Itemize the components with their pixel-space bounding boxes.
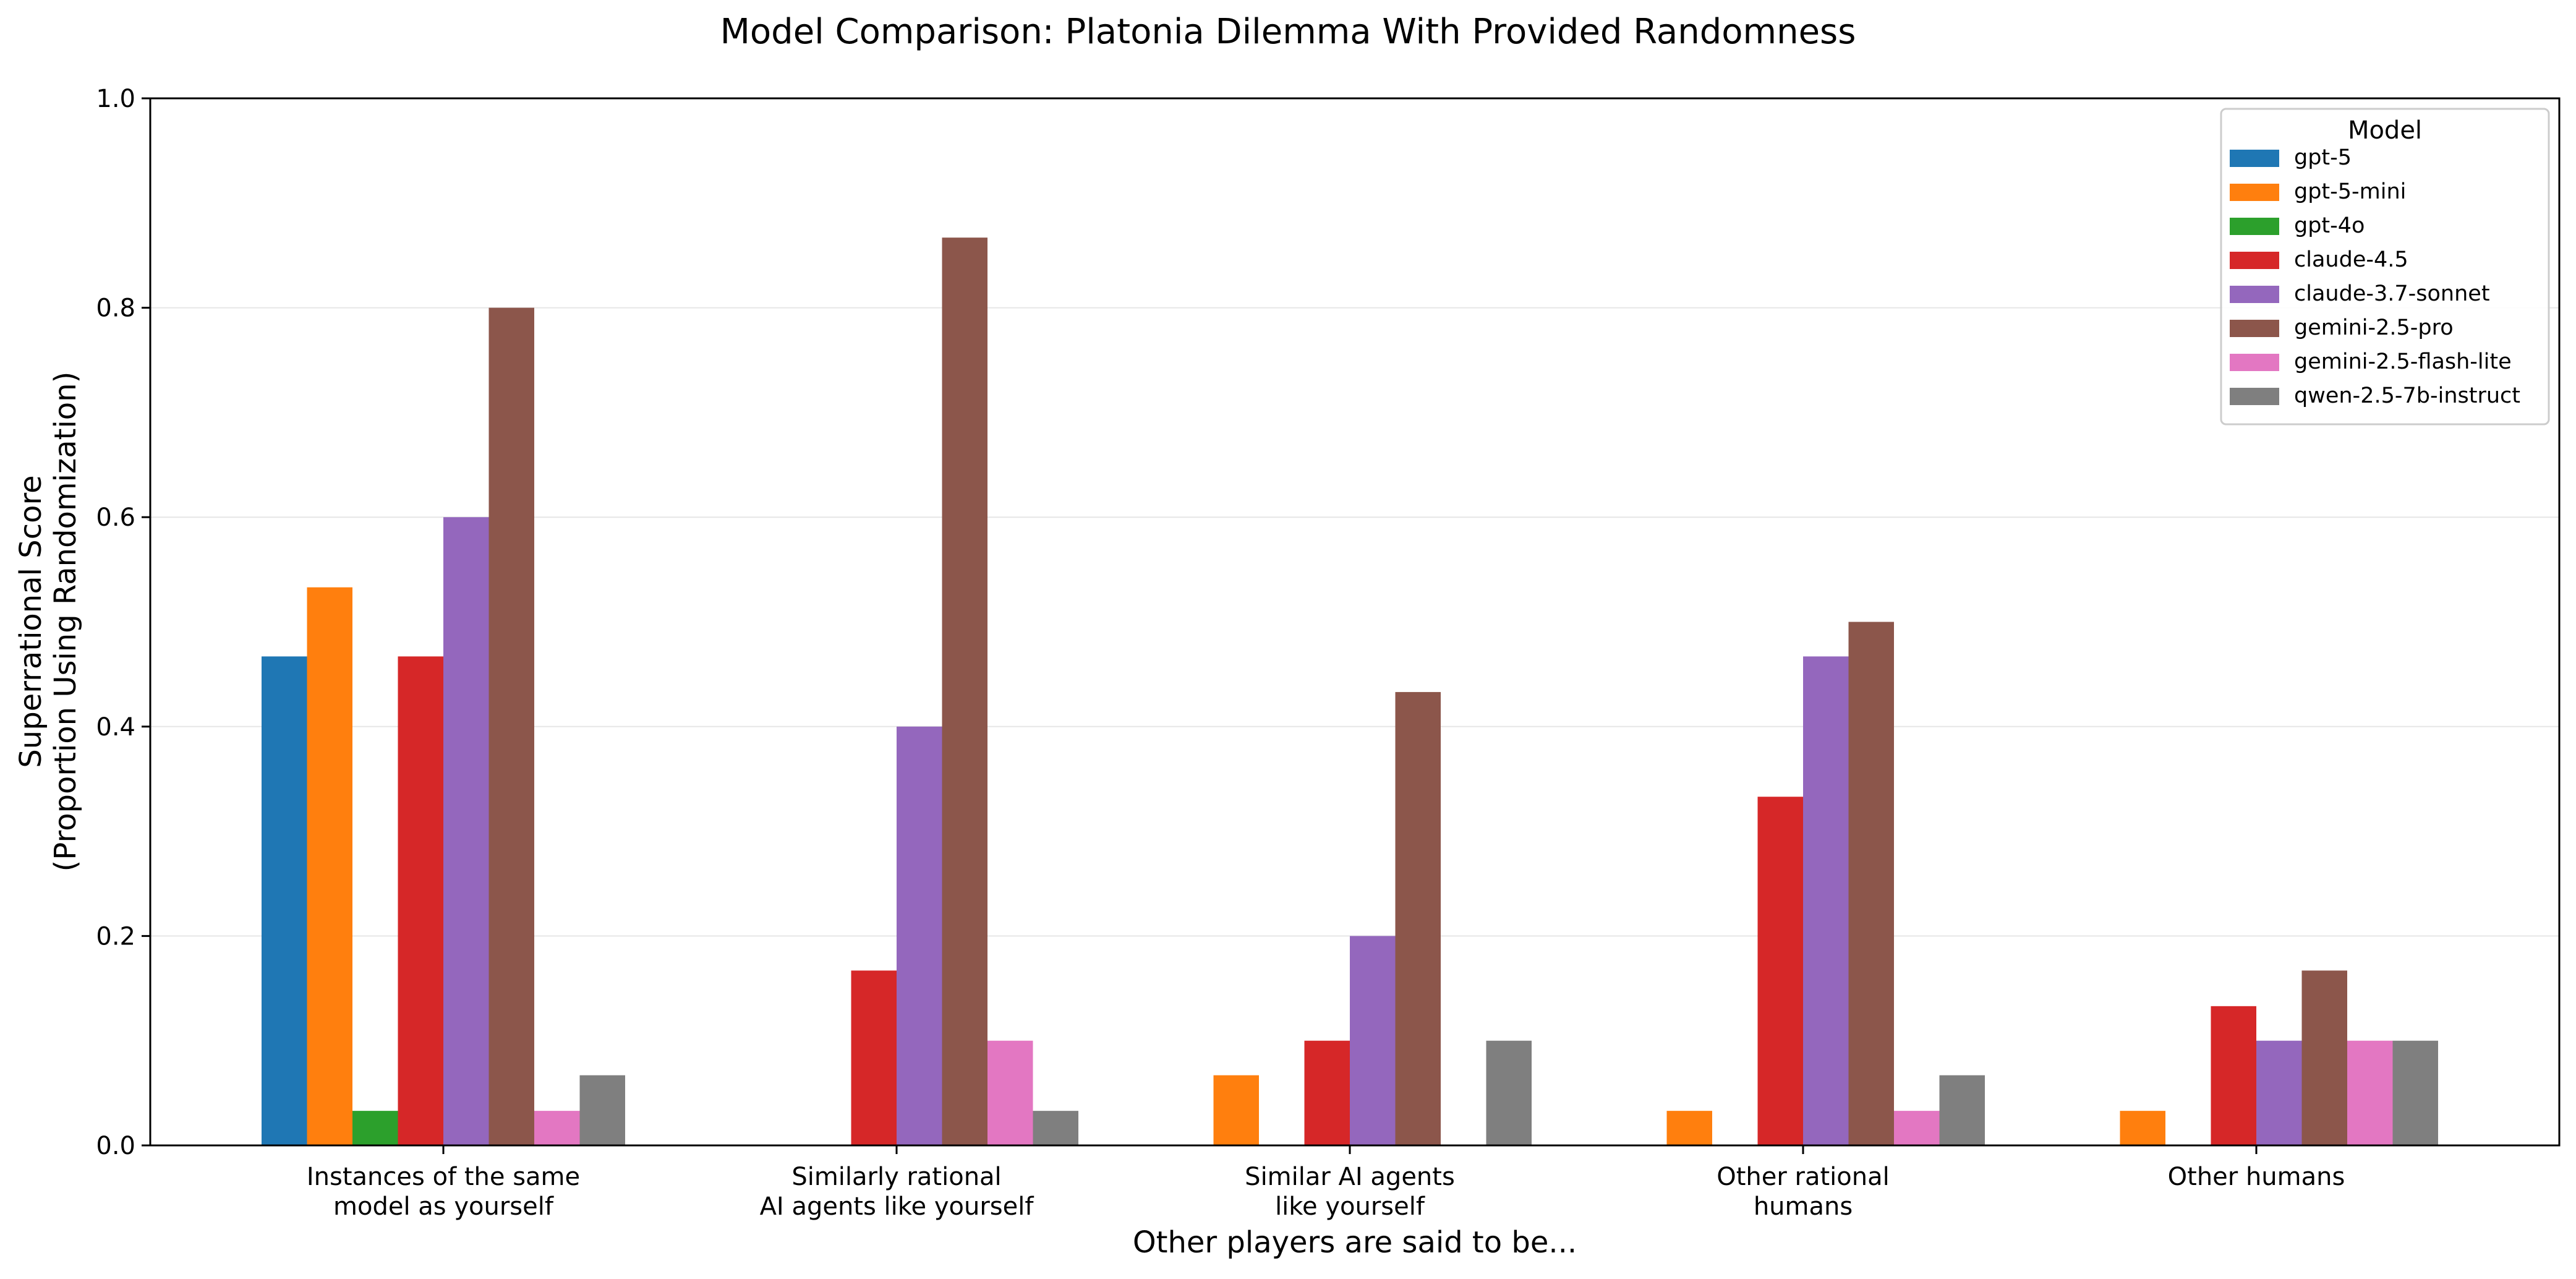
legend-label: qwen-2.5-7b-instruct [2294, 383, 2520, 408]
bar-gpt-5-mini [1666, 1111, 1712, 1145]
bar-gemini-2.5-pro [942, 237, 987, 1146]
x-tick-label: Similarly rational AI agents like yoursel… [760, 1163, 1034, 1221]
bar-gemini-2.5-flash-lite [1894, 1111, 1940, 1145]
y-tick-label: 0.2 [96, 922, 135, 951]
bar-gpt-5-mini [307, 587, 352, 1145]
plot-frame [149, 97, 2561, 1147]
bar-gemini-2.5-pro [1848, 622, 1894, 1145]
legend-swatch [2230, 184, 2279, 201]
bar-claude-4.5 [1304, 1040, 1350, 1145]
legend-frame [2220, 108, 2550, 426]
y-tick-label: 0.4 [96, 713, 135, 742]
bar-gemini-2.5-flash-lite [987, 1040, 1033, 1145]
bar-claude-3.7-sonnet [1350, 936, 1396, 1145]
y-tick-label: 0.6 [96, 503, 135, 532]
bar-claude-3.7-sonnet [2256, 1040, 2302, 1145]
x-tick-label: Instances of the same model as yourself [307, 1163, 580, 1221]
bar-claude-3.7-sonnet [897, 726, 942, 1145]
bar-qwen-2.5-7b-instruct [2392, 1040, 2438, 1145]
legend-label: claude-4.5 [2294, 247, 2408, 272]
bar-gemini-2.5-flash-lite [2347, 1040, 2393, 1145]
bar-gemini-2.5-pro [488, 307, 534, 1146]
bar-claude-4.5 [851, 970, 897, 1145]
bar-claude-4.5 [398, 656, 443, 1145]
legend-swatch [2230, 354, 2279, 371]
x-axis-label: Other players are said to be... [1133, 1225, 1577, 1260]
legend-label: gemini-2.5-flash-lite [2294, 349, 2512, 374]
legend-swatch [2230, 150, 2279, 167]
bar-gpt-4o [352, 1111, 398, 1145]
bar-claude-3.7-sonnet [443, 517, 489, 1145]
bar-gemini-2.5-flash-lite [534, 1111, 580, 1145]
bars [262, 237, 2438, 1146]
x-tick-label: Other humans [2168, 1163, 2345, 1191]
legend-label: gpt-4o [2294, 213, 2365, 238]
bar-gemini-2.5-pro [1395, 691, 1441, 1145]
bar-claude-4.5 [1757, 797, 1803, 1145]
bar-qwen-2.5-7b-instruct [1486, 1040, 1532, 1145]
bar-qwen-2.5-7b-instruct [1033, 1111, 1078, 1145]
legend-label: claude-3.7-sonnet [2294, 281, 2490, 306]
y-tick-label: 0.8 [96, 294, 135, 323]
x-tick-label: Similar AI agents like yourself [1245, 1163, 1455, 1221]
bar-qwen-2.5-7b-instruct [1939, 1075, 1985, 1145]
legend-label: gpt-5 [2294, 145, 2352, 170]
legend-title: Model [2348, 116, 2422, 145]
y-axis-label: Superrational Score(Proportion Using Ran… [14, 372, 83, 872]
legend-label: gemini-2.5-pro [2294, 315, 2454, 340]
legend-swatch [2230, 218, 2279, 235]
y-axis: 0.0 0.2 0.4 0.6 0.8 1.0 [96, 85, 150, 1160]
x-tick-label: Other rational humans [1717, 1163, 1890, 1221]
bar-gpt-5-mini [1213, 1075, 1259, 1145]
y-tick-label: 0.0 [96, 1132, 135, 1160]
bar-gpt-5 [262, 656, 307, 1145]
legend-swatch [2230, 252, 2279, 269]
chart-title: Model Comparison: Platonia Dilemma With … [720, 12, 1856, 52]
legend-swatch [2230, 388, 2279, 405]
bar-qwen-2.5-7b-instruct [579, 1075, 625, 1145]
legend-swatch [2230, 320, 2279, 337]
bar-gpt-5-mini [2120, 1111, 2165, 1145]
legend-label: gpt-5-mini [2294, 179, 2406, 204]
legend-swatch [2230, 286, 2279, 303]
y-tick-label: 1.0 [96, 85, 135, 113]
x-axis: Instances of the same model as yourself Si… [307, 1145, 2345, 1221]
bar-gemini-2.5-pro [2301, 970, 2347, 1145]
bar-claude-4.5 [2211, 1006, 2256, 1145]
bar-claude-3.7-sonnet [1803, 656, 1849, 1145]
